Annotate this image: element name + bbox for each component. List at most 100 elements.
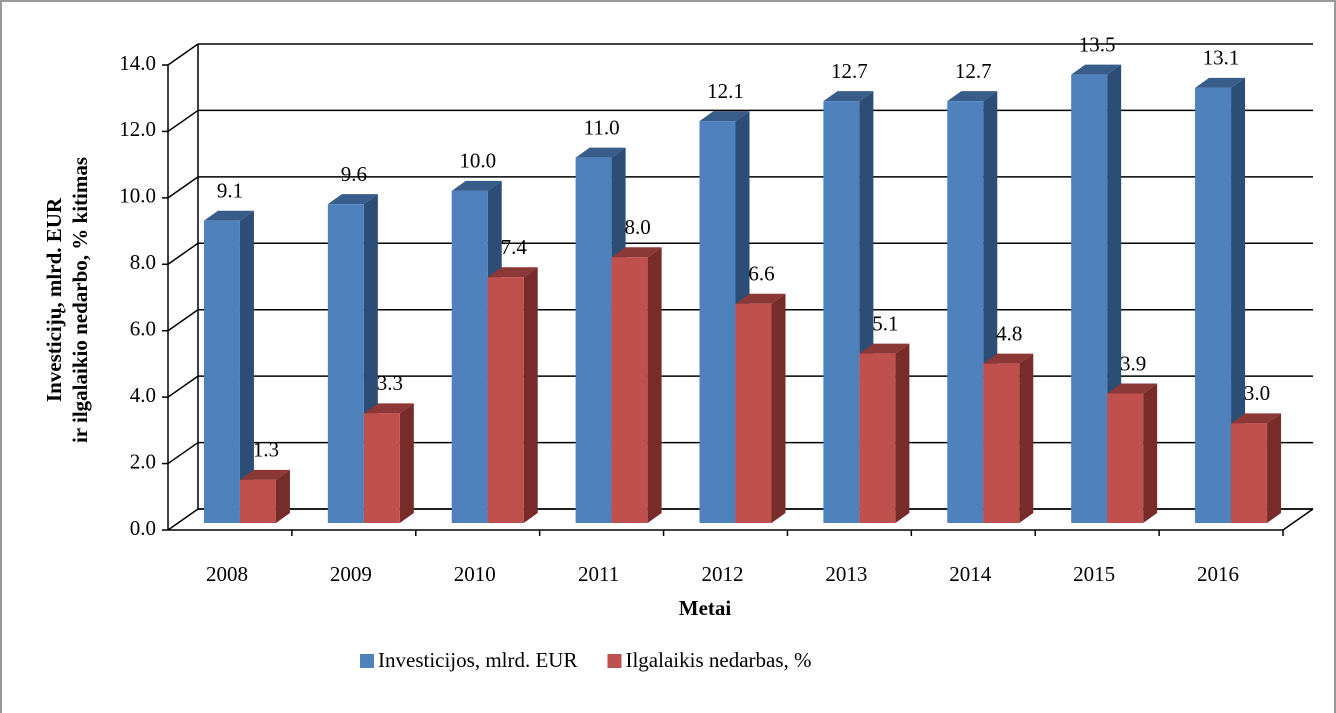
value-label: 10.0: [459, 149, 496, 173]
bar: [363, 403, 414, 523]
bar-front: [487, 277, 524, 523]
bar-front: [1071, 74, 1108, 523]
x-tick-label: 2010: [454, 562, 496, 586]
bar-side: [647, 247, 662, 524]
bar-front: [575, 157, 612, 523]
bar: [611, 247, 662, 524]
grid-diagonal: [167, 242, 199, 265]
x-tick-label: 2014: [949, 562, 992, 586]
bar-front: [1195, 87, 1232, 524]
bar-top: [947, 91, 998, 102]
bar-front: [239, 479, 276, 523]
bar-front: [699, 121, 736, 523]
grid-diagonal: [167, 109, 199, 133]
grid-diagonal: [167, 176, 199, 199]
bar-side: [523, 267, 538, 523]
value-label: 12.1: [707, 79, 744, 103]
bar-front: [947, 101, 984, 523]
value-label: 8.0: [624, 215, 650, 239]
grid-diagonal: [167, 441, 199, 465]
bar: [1107, 383, 1158, 523]
bar-top: [699, 111, 750, 122]
x-tick-label: 2012: [702, 562, 744, 586]
y-tick-label: 10.0: [119, 184, 156, 208]
bar-top: [859, 343, 910, 354]
bar-top: [487, 267, 538, 278]
grid-diagonal: [167, 375, 199, 398]
bar-side: [399, 403, 414, 523]
y-tick-label: 8.0: [130, 250, 156, 274]
bar-top: [1231, 413, 1282, 424]
bar-side: [1143, 383, 1158, 523]
y-axis-title: ir ilgalaikio nedarbo, % kitimas: [68, 157, 92, 443]
bar: [983, 353, 1034, 523]
value-label: 12.7: [955, 59, 992, 83]
x-tick-label: 2008: [206, 562, 248, 586]
bar-front: [1107, 393, 1144, 523]
legend-label: Investicijos, mlrd. EUR: [378, 648, 577, 672]
bar-side: [895, 343, 910, 523]
value-label: 12.7: [831, 59, 868, 83]
y-tick-label: 14.0: [119, 51, 156, 75]
legend-label: Ilgalaikis nedarbas, %: [625, 648, 811, 672]
bar: [203, 210, 254, 523]
bar-top: [823, 91, 874, 102]
y-tick-label: 0.0: [130, 516, 156, 540]
value-label: 6.6: [748, 262, 774, 286]
bar-top: [575, 147, 626, 158]
bar-top: [239, 469, 290, 480]
x-axis-title: Metai: [679, 596, 732, 620]
value-label: 3.0: [1244, 381, 1270, 405]
y-tick-label: 2.0: [130, 449, 156, 473]
value-label: 13.5: [1079, 32, 1116, 56]
y-tick-label: 6.0: [130, 317, 156, 341]
bar-top: [983, 353, 1034, 364]
bar: [1231, 413, 1282, 523]
value-label: 7.4: [501, 235, 528, 259]
x-tick-label: 2009: [330, 562, 372, 586]
value-label: 1.3: [253, 438, 279, 462]
bar-top: [1107, 383, 1158, 394]
bar-top: [451, 180, 502, 191]
x-tick-label: 2013: [825, 562, 867, 586]
bar-top: [1195, 77, 1246, 88]
value-label: 3.3: [377, 371, 403, 395]
value-label: 11.0: [584, 115, 620, 139]
y-tick-label: 12.0: [119, 117, 156, 141]
bar-top: [1071, 64, 1122, 75]
grid-diagonal: [167, 309, 199, 332]
bar-side: [1019, 353, 1034, 523]
value-label: 9.6: [341, 162, 367, 186]
bar-side: [239, 210, 254, 523]
y-axis-title: Investicijų, mlrd. EUR: [42, 197, 66, 402]
value-label: 9.1: [217, 179, 243, 203]
value-label: 4.8: [996, 321, 1022, 345]
x-tick-label: 2016: [1197, 562, 1239, 586]
bar: [823, 91, 874, 523]
bar-front: [363, 413, 400, 523]
bar-front: [203, 220, 240, 523]
value-label: 13.1: [1203, 46, 1240, 70]
bar-top: [327, 194, 378, 205]
bar-side: [1231, 77, 1246, 524]
bar-front: [451, 190, 488, 523]
bar: [735, 293, 786, 523]
bar-top: [735, 293, 786, 304]
bar-front: [327, 204, 364, 523]
x-tick-label: 2015: [1073, 562, 1115, 586]
grid-diagonal: [167, 508, 199, 531]
bar-top: [203, 210, 254, 221]
bar-front: [859, 353, 896, 523]
bar-side: [275, 469, 290, 523]
grid-diagonal: [167, 43, 199, 66]
bar: [1195, 77, 1246, 524]
bar-front: [735, 303, 772, 523]
bar-front: [611, 257, 648, 523]
x-tick-label: 2011: [578, 562, 619, 586]
value-label: 5.1: [872, 311, 898, 335]
bar-side: [771, 293, 786, 523]
legend-swatch: [607, 654, 622, 668]
bar: [859, 343, 910, 523]
